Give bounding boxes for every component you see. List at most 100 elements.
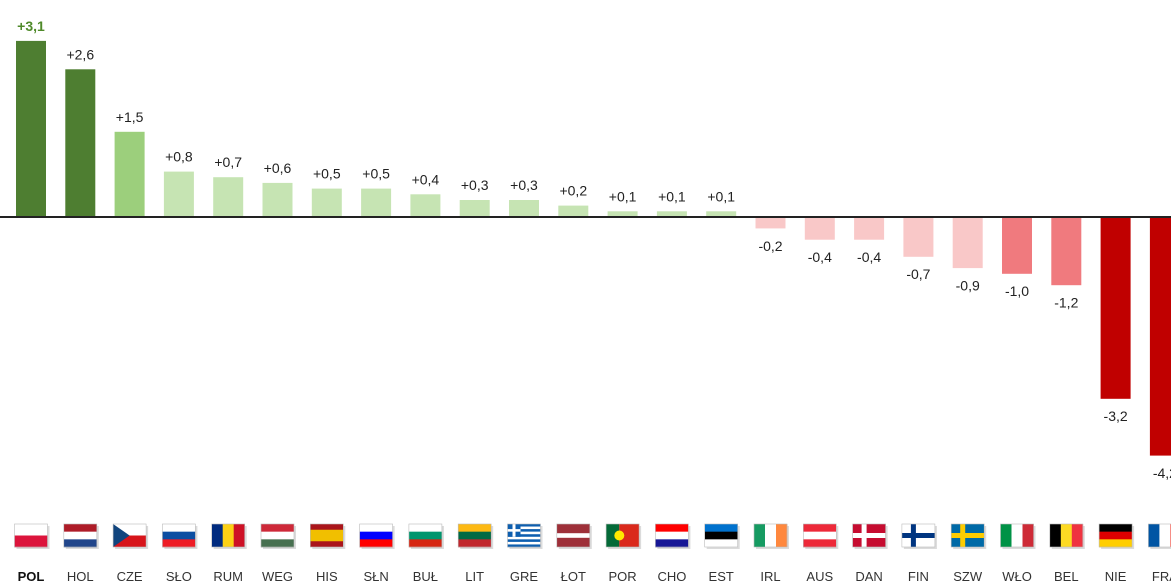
flag-aus-icon xyxy=(802,523,839,549)
value-label: +0,1 xyxy=(707,188,735,204)
category-label-fin: FIN xyxy=(908,569,929,581)
category-label-cze: CZE xyxy=(117,569,143,581)
category-label-weg: WEG xyxy=(262,569,293,581)
flag-por-icon xyxy=(605,523,642,549)
value-label: +0,8 xyxy=(165,149,193,165)
value-label: -1,2 xyxy=(1054,295,1078,311)
category-label-aus: AUS xyxy=(806,569,833,581)
flag-gre-icon xyxy=(507,523,543,549)
bar-dan xyxy=(854,217,885,240)
flag-cho-icon xyxy=(655,523,691,549)
bar-sło xyxy=(163,171,194,217)
bar-buł xyxy=(410,194,441,217)
value-label: +0,3 xyxy=(461,177,489,193)
category-label-his: HIS xyxy=(316,569,338,581)
flag-bel-icon xyxy=(1049,523,1085,549)
bar-słn xyxy=(361,188,392,217)
value-label: -0,9 xyxy=(956,278,980,294)
value-label: -0,7 xyxy=(906,266,930,282)
flag-buł-icon xyxy=(408,523,444,549)
category-label-łot: ŁOT xyxy=(561,569,586,581)
flag-his-icon xyxy=(309,523,346,549)
bar-nie xyxy=(1100,217,1131,399)
bar-hol xyxy=(65,69,96,217)
value-label: +0,5 xyxy=(313,166,341,182)
value-label: -0,4 xyxy=(857,249,881,265)
category-labels-group: POL HOL CZE SŁO RUM WEG HIS SŁN BUŁ LIT GRE ŁOT POR C… xyxy=(18,569,1171,581)
value-label: -1,0 xyxy=(1005,283,1029,299)
category-label-buł: BUŁ xyxy=(413,569,438,581)
bar-por xyxy=(607,211,638,217)
bar-pol xyxy=(16,40,46,218)
value-label: +1,5 xyxy=(116,109,144,125)
flag-fra-icon xyxy=(1148,523,1171,549)
category-label-dan: DAN xyxy=(855,569,882,581)
bar-łot xyxy=(558,205,589,217)
bar-fin xyxy=(903,217,934,257)
value-label: -0,4 xyxy=(808,249,832,265)
bars-group xyxy=(16,40,1171,456)
flag-irl-icon xyxy=(753,523,789,549)
flag-pol-icon xyxy=(14,523,50,549)
bar-his xyxy=(311,188,342,217)
category-label-hol: HOL xyxy=(67,569,94,581)
value-label: +0,3 xyxy=(510,177,538,193)
value-labels-group: +3,1 +2,6 +1,5 +0,8 +0,7 +0,6 +0,5 +0,5 +0,4 +0,3… xyxy=(17,18,1171,481)
category-label-pol: POL xyxy=(18,569,45,581)
bar-fra xyxy=(1149,217,1171,456)
value-label: +0,7 xyxy=(214,154,242,170)
category-label-rum: RUM xyxy=(213,569,243,581)
bar-szw xyxy=(952,217,983,269)
value-label: +0,1 xyxy=(609,188,637,204)
flag-sło-icon xyxy=(162,523,198,549)
category-label-est: EST xyxy=(709,569,734,581)
value-label: +0,6 xyxy=(264,160,292,176)
category-label-irl: IRL xyxy=(760,569,780,581)
bar-cze xyxy=(114,131,145,217)
value-label: -0,2 xyxy=(758,238,782,254)
flag-słn-icon xyxy=(359,523,395,549)
value-label: -3,2 xyxy=(1104,408,1128,424)
bar-irl xyxy=(755,217,786,229)
category-label-cho: CHO xyxy=(657,569,686,581)
value-label: +3,1 xyxy=(17,18,45,34)
flag-dan-icon xyxy=(852,523,888,549)
category-label-sło: SŁO xyxy=(166,569,192,581)
flag-łot-icon xyxy=(556,523,592,549)
flag-wło-icon xyxy=(1000,523,1036,549)
bar-cho xyxy=(656,211,687,217)
flag-weg-icon xyxy=(260,523,296,549)
flag-fin-icon xyxy=(901,523,937,549)
value-label: -4,2 xyxy=(1153,465,1171,481)
flag-cze-icon xyxy=(112,523,149,549)
flag-nie-icon xyxy=(1098,523,1135,549)
flag-rum-icon xyxy=(211,523,247,549)
flag-est-icon xyxy=(704,523,740,549)
flags-group xyxy=(14,523,1171,549)
value-label: +2,6 xyxy=(66,46,94,62)
bar-wło xyxy=(1002,217,1032,274)
value-label: +0,1 xyxy=(658,188,686,204)
bar-bel xyxy=(1051,217,1082,286)
category-label-słn: SŁN xyxy=(363,569,388,581)
bar-rum xyxy=(213,177,244,217)
category-label-fra: FRA xyxy=(1152,569,1171,581)
flag-szw-icon xyxy=(950,523,987,549)
category-label-gre: GRE xyxy=(510,569,539,581)
bar-est xyxy=(706,211,737,217)
bar-lit xyxy=(459,200,490,217)
value-label: +0,2 xyxy=(559,183,587,199)
value-label: +0,5 xyxy=(362,166,390,182)
category-label-wło: WŁO xyxy=(1002,569,1032,581)
flag-hol-icon xyxy=(63,523,99,549)
category-label-nie: NIE xyxy=(1105,569,1127,581)
category-label-lit: LIT xyxy=(465,569,484,581)
bar-gre xyxy=(509,200,539,217)
flag-lit-icon xyxy=(457,523,494,549)
category-label-por: POR xyxy=(609,569,637,581)
value-label: +0,4 xyxy=(412,171,440,187)
category-label-szw: SZW xyxy=(953,569,983,581)
bar-weg xyxy=(262,182,293,217)
bar-aus xyxy=(804,217,835,240)
